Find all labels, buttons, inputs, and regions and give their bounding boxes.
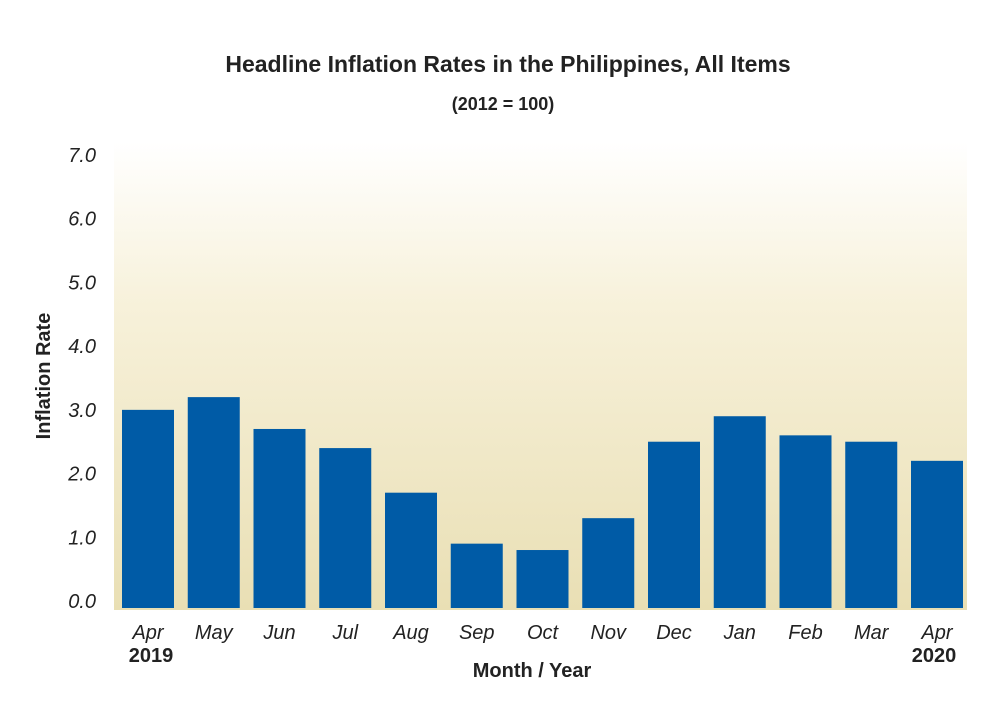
bar bbox=[319, 448, 371, 608]
x-tick-label: Jul bbox=[331, 622, 358, 644]
bar bbox=[451, 544, 503, 608]
y-tick-label: 3.0 bbox=[68, 400, 96, 422]
bar bbox=[714, 416, 766, 608]
bar bbox=[845, 442, 897, 608]
x-tick-label: Jan bbox=[723, 622, 756, 644]
bar bbox=[582, 518, 634, 608]
bar bbox=[517, 550, 569, 608]
y-tick-label: 7.0 bbox=[68, 145, 96, 167]
x-tick-label: Jun bbox=[262, 622, 295, 644]
bar bbox=[780, 435, 832, 608]
chart-subtitle: (2012 = 100) bbox=[452, 94, 555, 114]
bar bbox=[385, 493, 437, 608]
x-axis-label: Month / Year bbox=[473, 660, 592, 682]
y-tick-label: 2.0 bbox=[67, 464, 96, 486]
x-tick-label: Dec bbox=[656, 622, 692, 644]
y-tick-label: 0.0 bbox=[68, 591, 96, 613]
y-axis-label: Inflation Rate bbox=[33, 313, 55, 440]
y-tick-label: 4.0 bbox=[68, 336, 96, 358]
x-tick-label: Apr bbox=[131, 622, 164, 644]
y-tick-label: 6.0 bbox=[68, 209, 96, 231]
y-tick-label: 5.0 bbox=[68, 272, 96, 294]
x-tick-label: Sep bbox=[459, 622, 495, 644]
x-tick-label: Feb bbox=[788, 622, 822, 644]
x-year-label: 2019 bbox=[129, 645, 174, 667]
bar bbox=[188, 397, 240, 608]
bar bbox=[122, 410, 174, 608]
y-axis-ticks: 0.0 1.0 2.0 3.0 4.0 5.0 6.0 7.0 bbox=[67, 145, 96, 613]
x-tick-label: May bbox=[195, 622, 234, 644]
x-tick-label: Oct bbox=[527, 622, 560, 644]
y-tick-label: 1.0 bbox=[68, 527, 96, 549]
x-tick-label: Mar bbox=[854, 622, 890, 644]
chart-title: Headline Inflation Rates in the Philippi… bbox=[225, 51, 790, 77]
bar bbox=[254, 429, 306, 608]
x-year-label: 2020 bbox=[912, 645, 957, 667]
x-tick-label: Aug bbox=[392, 622, 429, 644]
x-tick-label: Nov bbox=[590, 622, 627, 644]
plot-area bbox=[114, 142, 967, 610]
bar bbox=[911, 461, 963, 608]
bar bbox=[648, 442, 700, 608]
x-tick-label: Apr bbox=[920, 622, 953, 644]
